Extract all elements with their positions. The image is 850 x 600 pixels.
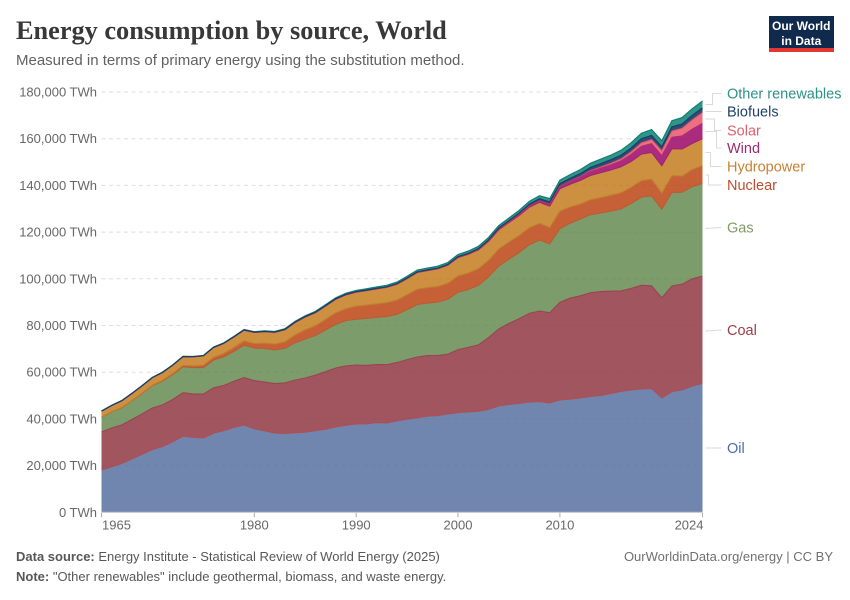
svg-text:140,000 TWh: 140,000 TWh xyxy=(19,178,97,193)
svg-text:1980: 1980 xyxy=(240,518,269,533)
svg-text:40,000 TWh: 40,000 TWh xyxy=(26,411,97,426)
svg-text:Solar: Solar xyxy=(727,124,761,140)
svg-text:2000: 2000 xyxy=(444,518,473,533)
svg-text:Oil: Oil xyxy=(727,441,745,457)
svg-text:Nuclear: Nuclear xyxy=(727,178,777,194)
svg-text:Wind: Wind xyxy=(727,141,760,157)
svg-text:60,000 TWh: 60,000 TWh xyxy=(26,365,97,380)
svg-text:120,000 TWh: 120,000 TWh xyxy=(19,225,97,240)
svg-text:0 TWh: 0 TWh xyxy=(59,505,97,520)
svg-text:Other renewables: Other renewables xyxy=(727,87,841,103)
svg-text:180,000 TWh: 180,000 TWh xyxy=(19,85,97,100)
svg-text:1990: 1990 xyxy=(342,518,371,533)
svg-text:Coal: Coal xyxy=(727,323,757,339)
svg-text:80,000 TWh: 80,000 TWh xyxy=(26,318,97,333)
svg-text:100,000 TWh: 100,000 TWh xyxy=(19,271,97,286)
svg-text:Hydropower: Hydropower xyxy=(727,160,805,176)
svg-text:20,000 TWh: 20,000 TWh xyxy=(26,458,97,473)
svg-text:Biofuels: Biofuels xyxy=(727,105,779,121)
svg-text:Gas: Gas xyxy=(727,221,754,237)
svg-text:2024: 2024 xyxy=(675,518,704,533)
svg-text:2010: 2010 xyxy=(545,518,574,533)
svg-text:1965: 1965 xyxy=(102,518,131,533)
svg-text:160,000 TWh: 160,000 TWh xyxy=(19,131,97,146)
